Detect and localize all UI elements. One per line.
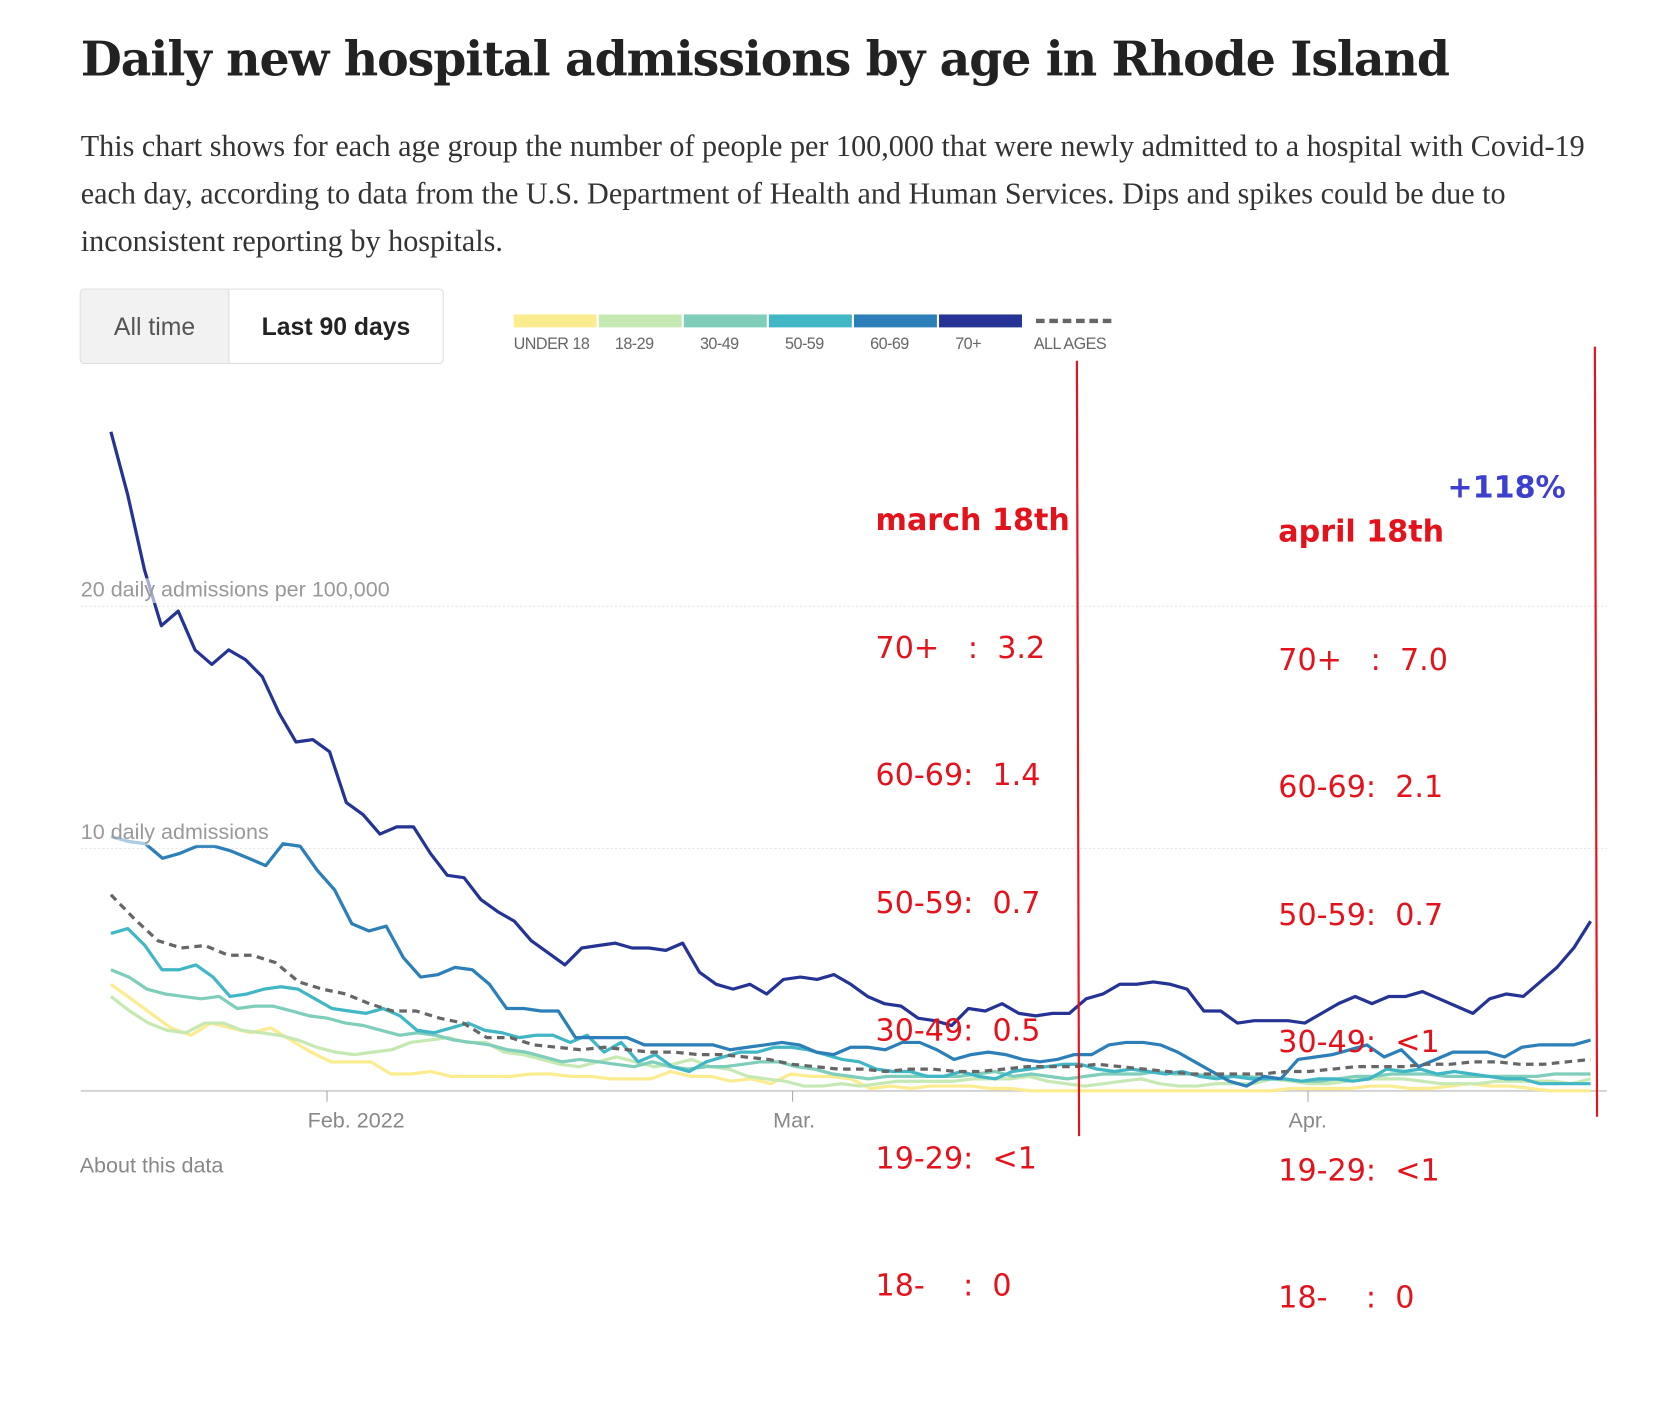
x-tick-label: Feb. 2022 xyxy=(307,1109,405,1133)
x-tick-label: Apr. xyxy=(1288,1109,1327,1133)
annotation-line: 18- : 0 xyxy=(1278,1279,1415,1315)
legend-swatch xyxy=(1035,318,1112,324)
series-line-30-49 xyxy=(110,968,1591,1083)
legend-label: 30-49 xyxy=(699,334,739,354)
chart-page: Daily new hospital admissions by age in … xyxy=(79,32,1607,1315)
annotation-line: 18- : 0 xyxy=(875,1267,1012,1304)
legend-label: 18-29 xyxy=(614,334,654,354)
march-annotation-heading: march 18th xyxy=(875,501,1070,538)
line-chart xyxy=(80,346,1607,1137)
annotation-line: 30-49: <1 xyxy=(1278,1024,1440,1060)
march-annotation: march 18th 70+ : 3.2 60-69: 1.4 50-59: 0… xyxy=(876,414,1070,1392)
series-line-60-69 xyxy=(110,834,1592,1088)
time-range-toggle: All time Last 90 days xyxy=(79,288,444,364)
annotation-line: 19-29: <1 xyxy=(875,1139,1037,1176)
annotation-line: 19-29: <1 xyxy=(1278,1151,1440,1188)
last-90-days-button[interactable]: Last 90 days xyxy=(261,311,411,340)
april-annotation: april 18th 70+ : 7.0 60-69: 2.1 50-59: 0… xyxy=(1278,425,1448,1403)
annotation-line: 70+ : 7.0 xyxy=(1278,641,1448,677)
legend-label: ALL AGES xyxy=(1033,334,1107,354)
x-tick-label: Mar. xyxy=(773,1109,816,1133)
annotation-line: 50-59: 0.7 xyxy=(1278,896,1444,933)
legend-swatch xyxy=(513,314,597,328)
april-18-marker-line xyxy=(1593,346,1599,1117)
legend-swatch xyxy=(853,314,937,328)
legend-swatch xyxy=(683,314,767,328)
all-time-button[interactable]: All time xyxy=(80,289,230,363)
y-tick-label: 20 daily admissions per 100,000 xyxy=(80,578,390,604)
annotation-line: 50-59: 0.7 xyxy=(875,884,1041,921)
legend-swatch xyxy=(939,314,1022,328)
march-18-marker-line xyxy=(1075,360,1081,1137)
legend-label: UNDER 18 xyxy=(513,334,590,354)
legend-swatch xyxy=(768,314,852,328)
about-this-data-link[interactable]: About this data xyxy=(79,1154,224,1179)
percent-change-label: +118% xyxy=(1447,469,1566,506)
series-line-under-18 xyxy=(109,982,1591,1093)
chart-description: This chart shows for each age group the … xyxy=(80,130,1585,259)
series-line-70- xyxy=(109,431,1592,1028)
y-tick-label: 10 daily admissions xyxy=(80,820,269,846)
series-line-50-59 xyxy=(110,926,1591,1086)
legend-swatch xyxy=(598,314,682,328)
legend-label: 50-59 xyxy=(785,334,824,354)
annotation-line: 60-69: 1.4 xyxy=(875,757,1041,793)
april-annotation-heading: april 18th xyxy=(1278,513,1445,550)
annotation-line: 30-49: 0.5 xyxy=(875,1012,1041,1048)
page-title: Daily new hospital admissions by age in … xyxy=(80,32,1450,88)
legend-label: 60-69 xyxy=(870,334,909,354)
legend-label: 70+ xyxy=(955,334,982,354)
annotation-line: 60-69: 2.1 xyxy=(1278,768,1444,805)
annotation-line: 70+ : 3.2 xyxy=(875,629,1046,665)
